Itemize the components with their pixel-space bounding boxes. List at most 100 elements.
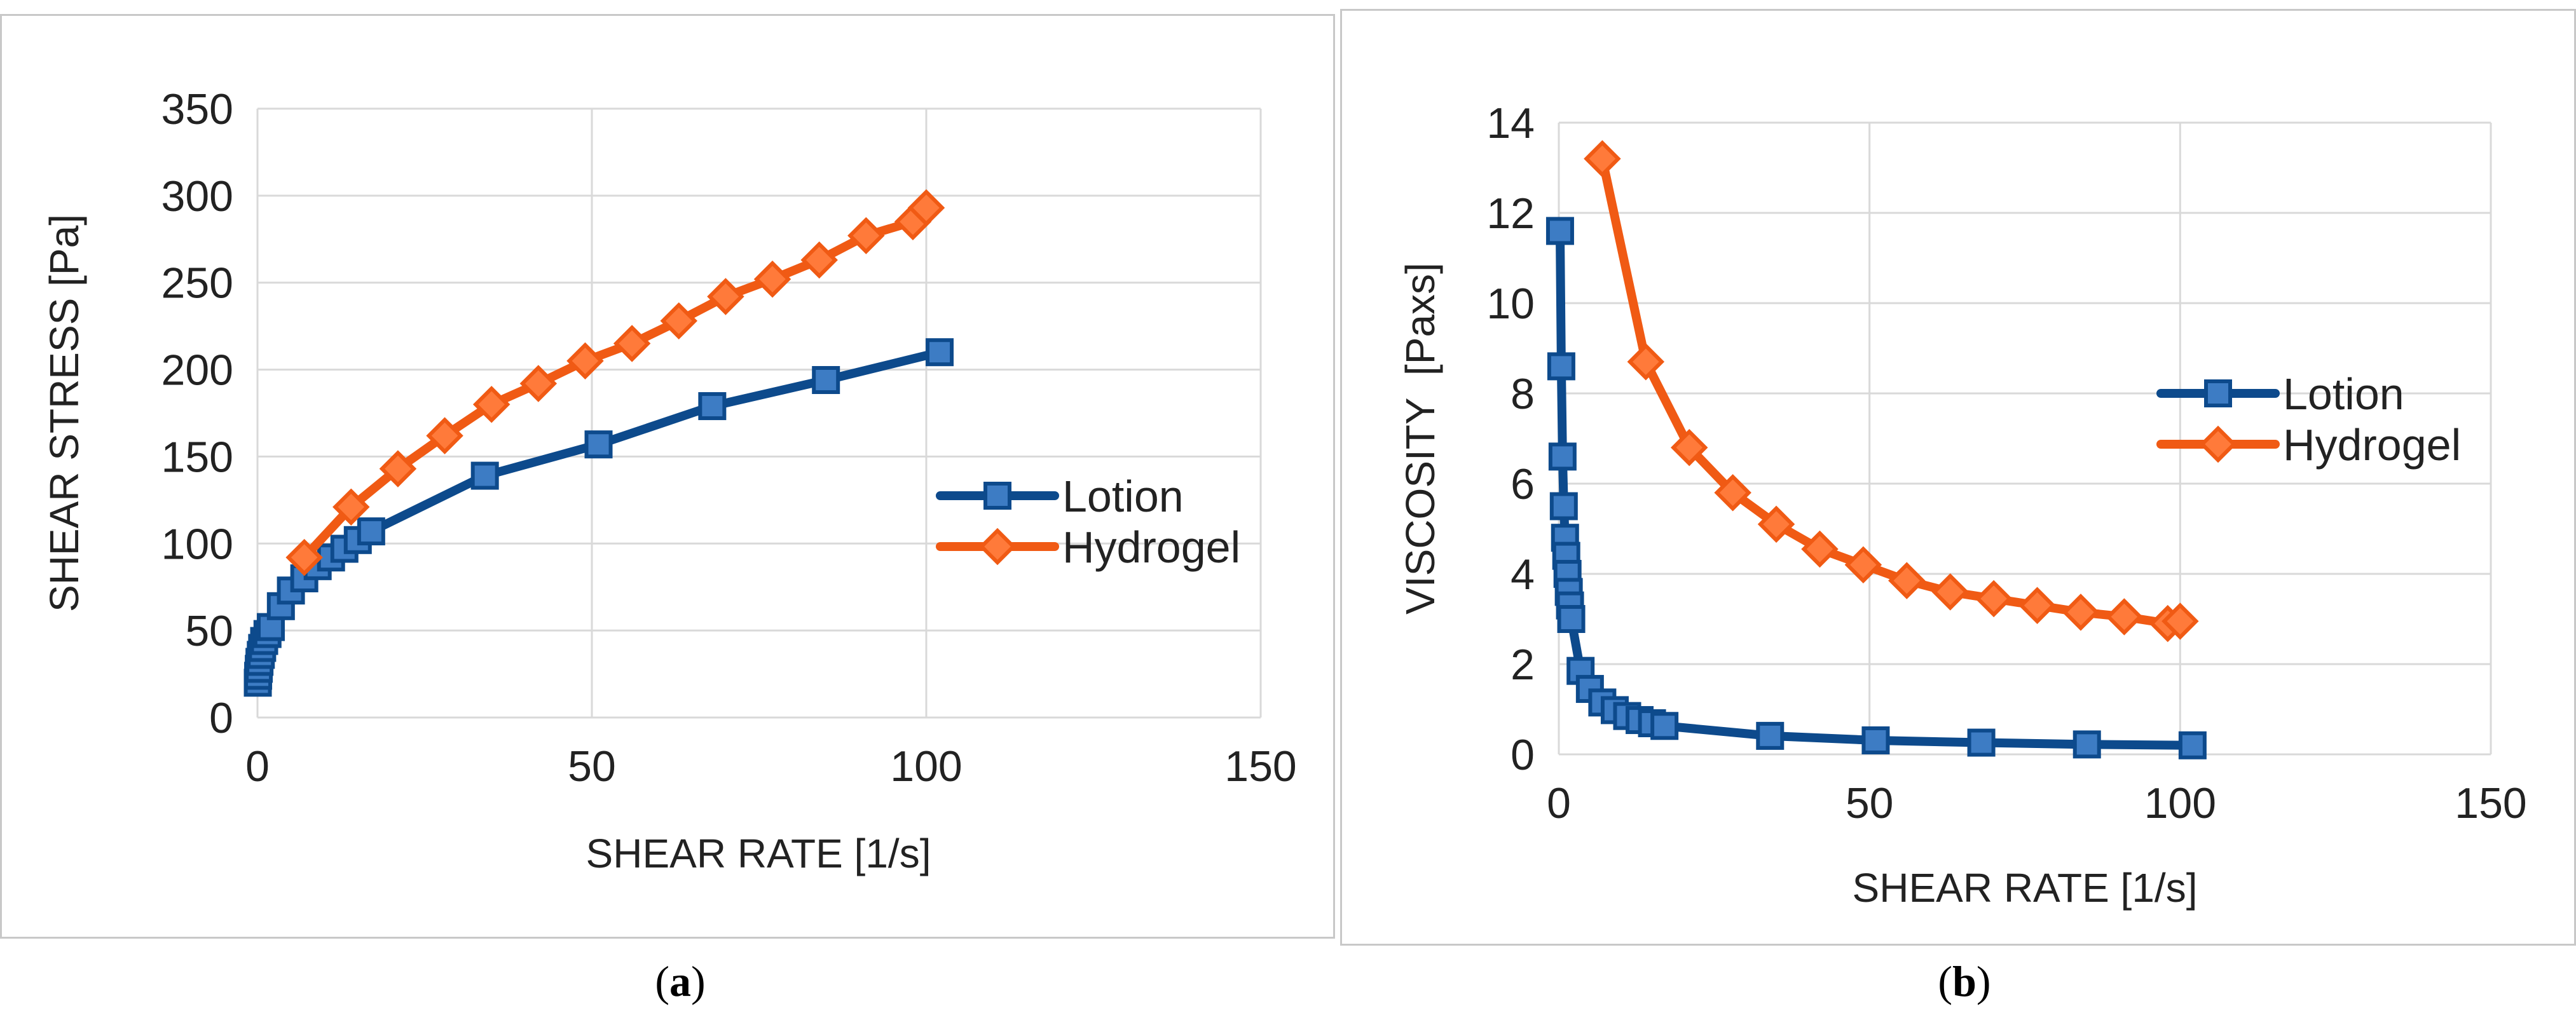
chart-a-hydrogel-point (566, 342, 604, 380)
chart-b-lotion-point (1861, 726, 1890, 754)
chart-b-lotion-point (1967, 728, 1996, 757)
chart-a-hydrogel-point (707, 278, 744, 315)
chart-b-hydrogel-point (1975, 580, 2013, 618)
chart-b-hydrogel-point (1931, 573, 1969, 611)
chart-b-xtick-label: 150 (2455, 779, 2526, 827)
chart-b-xtick-label: 100 (2144, 779, 2216, 827)
chart-b-hydrogel-point (2062, 594, 2100, 631)
chart-b-ytick-label: 2 (1511, 641, 1535, 689)
chart-a-hydrogel-point (472, 386, 510, 423)
chart-a-ytick-label: 150 (161, 433, 233, 481)
chart-a-hydrogel-point (379, 450, 417, 487)
chart-b-lotion-point (2072, 730, 2101, 759)
chart-a-hydrogel-point (753, 260, 791, 298)
chart-b-ytick-label: 14 (1486, 99, 1535, 147)
chart-a-lotion-point (926, 338, 954, 367)
chart-b-legend-marker-lotion (2204, 379, 2232, 407)
chart-b-series-hydrogel (1584, 140, 2199, 643)
chart-b-lotion-point (1756, 721, 1785, 750)
chart-a-ytick-label: 200 (161, 346, 233, 395)
chart-b-ytick-label: 8 (1511, 370, 1535, 418)
chart-a-xtick-label: 50 (568, 742, 616, 791)
chart-b-legend-label-hydrogel: Hydrogel (2283, 420, 2461, 470)
chart-a-legend-item-lotion: Lotion (936, 472, 1184, 521)
chart-a-hydrogel-point (800, 241, 838, 279)
chart-a-lotion-point (698, 392, 727, 421)
chart-b-legend-item-lotion: Lotion (2156, 369, 2404, 419)
chart-a-legend-marker-lotion (983, 482, 1011, 510)
chart-b-hydrogel-line (1598, 154, 2185, 629)
chart-b-hydrogel-point (1888, 562, 1926, 599)
chart-a-lotion-point (470, 461, 499, 490)
chart-b-hydrogel-point (1801, 530, 1839, 568)
chart-b-hydrogel-point (2162, 602, 2199, 640)
chart-a-hydrogel-point (519, 365, 558, 402)
chart-a-legend-marker-hydrogel (978, 527, 1017, 566)
chart-b-lotion-point (1549, 492, 1578, 520)
chart-b-lotion-point (1557, 605, 1586, 633)
chart-b-lotion-point (1650, 712, 1679, 740)
chart-b-lotion-point (1545, 217, 1574, 245)
chart-b-legend-label-lotion: Lotion (2283, 369, 2404, 419)
chart-b-hydrogel-point (1627, 343, 1665, 381)
chart-a-lotion-point (584, 430, 613, 459)
chart-b-ytick-label: 10 (1486, 280, 1535, 328)
chart-a-ytick-label: 300 (161, 172, 233, 221)
chart-b-ytick-label: 0 (1511, 731, 1535, 779)
chart-b-ytick-label: 6 (1511, 460, 1535, 508)
chart-b-legend-item-hydrogel: Hydrogel (2156, 420, 2461, 470)
chart-b-legend-marker-hydrogel (2199, 425, 2237, 463)
chart-b-hydrogel-point (1670, 428, 1708, 466)
chart-b-xtick-label: 0 (1547, 779, 1571, 827)
chart-a-ytick-label: 50 (185, 607, 233, 655)
caption-a: (a) (655, 957, 706, 1005)
chart-a-grid (256, 107, 1262, 719)
chart-b-hydrogel-point (1757, 505, 1795, 543)
chart-a-ytick-label: 0 (209, 694, 233, 742)
chart-b-hydrogel-point (2106, 598, 2143, 636)
chart-a-hydrogel-point (847, 217, 885, 255)
chart-a-xtick-label: 0 (245, 742, 270, 791)
chart-a-hydrogel-point (426, 417, 463, 454)
chart-b-svg: 0 2 4 6 8 10 12 14 0 50 100 150 SHEAR RATE [1/s] VISC… (1397, 99, 2527, 911)
chart-a-series-lotion (243, 338, 954, 697)
chart-a-hydrogel-point (332, 488, 370, 526)
chart-b-lotion-line (1555, 226, 2197, 750)
chart-b-ytick-label: 12 (1486, 189, 1535, 238)
chart-a-lotion-point (812, 365, 840, 394)
chart-a-svg: 0 50 100 150 200 250 300 350 0 50 100 150 SHEAR RATE… (41, 85, 1297, 876)
chart-a-ytick-label: 350 (161, 85, 233, 133)
chart-a-legend-item-hydrogel: Hydrogel (936, 522, 1240, 572)
caption-b: (b) (1938, 957, 1991, 1005)
chart-a-x-axis-title: SHEAR RATE [1/s] (586, 831, 931, 876)
chart-a-hydrogel-point (613, 325, 651, 362)
chart-a-series-hydrogel (285, 189, 945, 576)
chart-a-xtick-label: 150 (1224, 742, 1296, 791)
chart-b-series-lotion (1545, 217, 2207, 759)
chart-b-lotion-point (1547, 352, 1575, 381)
chart-b-hydrogel-point (2018, 587, 2056, 624)
chart-b-xtick-label: 50 (1846, 779, 1894, 827)
chart-b-ytick-label: 4 (1511, 550, 1535, 599)
chart-b-lotion-point (1548, 442, 1577, 471)
chart-a-hydrogel-point (907, 189, 945, 227)
chart-a-hydrogel-point (660, 302, 698, 340)
chart-a-legend-label-hydrogel: Hydrogel (1062, 522, 1240, 572)
caption-b-letter: b (1952, 957, 1977, 1005)
chart-b-y-axis-title: VISCOSITY [Paxs] (1397, 262, 1443, 615)
chart-a-hydrogel-point (285, 538, 323, 576)
chart-b-hydrogel-point (1714, 473, 1751, 512)
chart-a-ytick-label: 250 (161, 259, 233, 308)
chart-a-xtick-label: 100 (890, 742, 962, 791)
caption-a-letter: a (669, 957, 691, 1005)
chart-b-lotion-point (2178, 731, 2207, 759)
chart-panel-b: 0 2 4 6 8 10 12 14 0 50 100 150 SHEAR RATE [1/s] VISC… (1340, 9, 2576, 946)
chart-panel-a: 0 50 100 150 200 250 300 350 0 50 100 150 SHEAR RATE… (0, 14, 1335, 939)
chart-a-ytick-label: 100 (161, 520, 233, 568)
chart-b-hydrogel-point (1584, 140, 1621, 178)
chart-b-hydrogel-point (1844, 546, 1882, 584)
chart-a-y-axis-title: SHEAR STRESS [Pa] (41, 214, 87, 612)
chart-a-legend-label-lotion: Lotion (1062, 472, 1184, 521)
